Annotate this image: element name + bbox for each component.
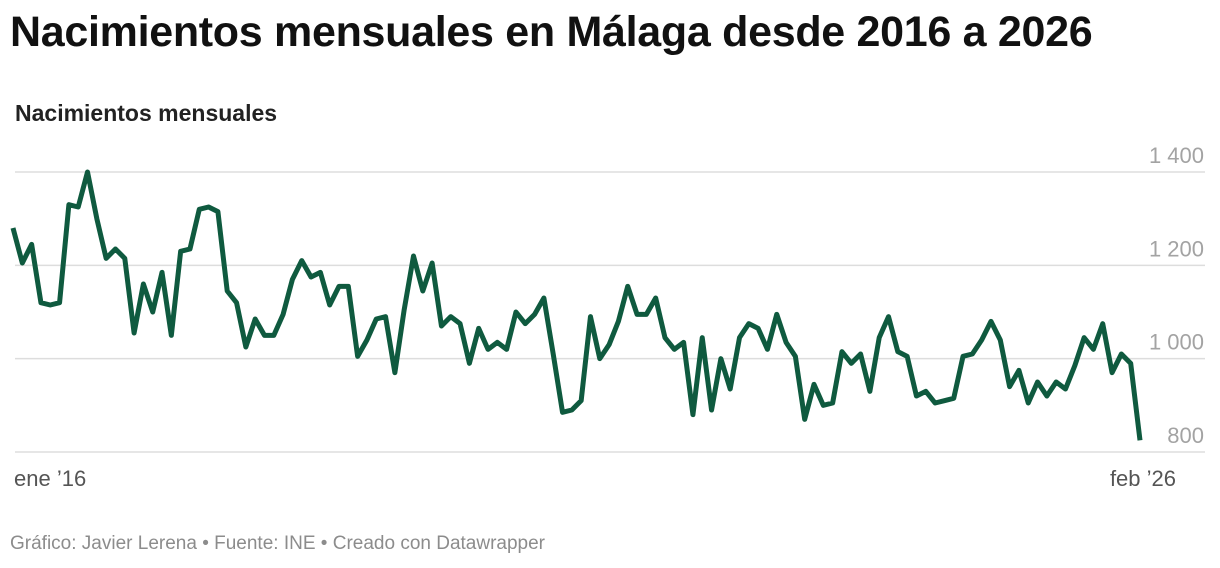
y-tick-label: 1 000 xyxy=(1149,330,1204,355)
x-axis-ticks: ene ’16 feb ’26 xyxy=(14,466,1176,491)
data-series xyxy=(10,169,1143,441)
y-tick-label: 1 200 xyxy=(1149,236,1204,261)
x-tick-label: ene ’16 xyxy=(14,466,86,491)
y-tick-label: 800 xyxy=(1167,423,1204,448)
y-tick-label: 1 400 xyxy=(1149,143,1204,168)
chart-subtitle: Nacimientos mensuales xyxy=(15,100,278,126)
gridlines xyxy=(15,171,1205,453)
y-axis-ticks: 800 1 000 1 200 1 400 xyxy=(1149,143,1204,448)
chart-credit: Gráfico: Javier Lerena • Fuente: INE • C… xyxy=(10,533,546,554)
chart-title: Nacimientos mensuales en Málaga desde 20… xyxy=(10,8,1093,56)
x-tick-label: feb ’26 xyxy=(1110,466,1176,491)
series-line xyxy=(10,169,1143,441)
